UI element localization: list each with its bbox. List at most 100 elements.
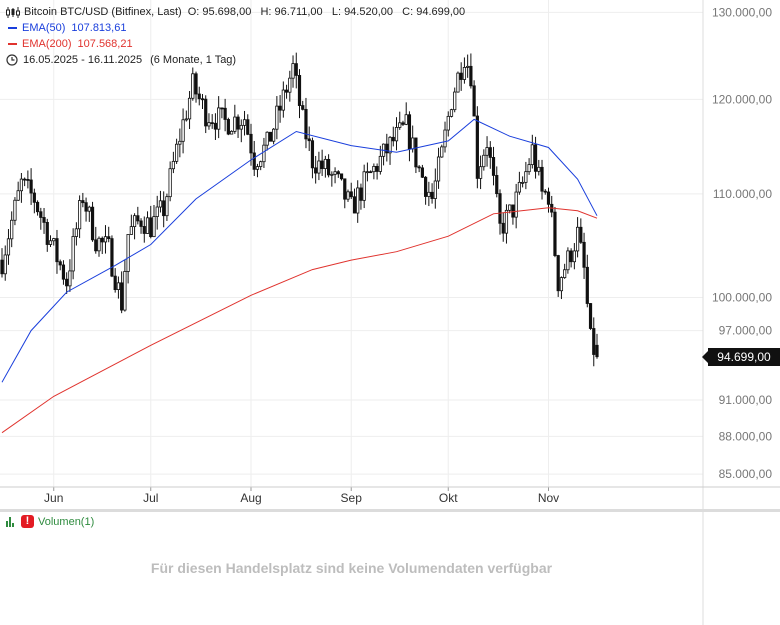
y-tick-label: 91.000,00 — [719, 393, 773, 407]
ema50-value: 107.813,61 — [71, 22, 127, 34]
candle-body — [291, 63, 295, 79]
candle-body — [259, 161, 263, 167]
x-tick-label: Sep — [341, 491, 363, 505]
candle-body — [278, 105, 282, 111]
candle-body — [71, 236, 75, 272]
candle-body — [572, 250, 576, 263]
candle-body — [120, 282, 124, 311]
x-tick-label: Aug — [240, 491, 261, 505]
chart-legend: Bitcoin BTC/USD (Bitfinex, Last) O: 95.6… — [6, 4, 465, 68]
candle-body — [242, 119, 247, 126]
candle-body — [35, 201, 40, 213]
candle-body — [229, 130, 234, 135]
candle-body — [52, 238, 56, 242]
candle-body — [213, 122, 218, 130]
candle-body — [339, 173, 344, 180]
candlesticks — [0, 52, 599, 367]
candle-body — [440, 146, 444, 158]
candle-body — [239, 124, 243, 130]
candle-body — [262, 144, 266, 163]
y-tick-label: 130.000,00 — [712, 5, 772, 19]
volume-header[interactable]: ! Volumen(1) — [6, 515, 94, 528]
candle-body — [268, 131, 272, 142]
candle-body — [443, 129, 447, 148]
candle-body — [427, 191, 431, 197]
candle-body — [556, 255, 560, 292]
candle-body — [42, 217, 46, 223]
clock-icon — [6, 54, 18, 66]
candle-body — [372, 166, 376, 173]
candle-body — [10, 219, 14, 240]
candle-body — [482, 154, 486, 168]
candle-body — [320, 160, 324, 170]
candle-body — [595, 344, 599, 358]
candle-body — [478, 166, 483, 179]
y-tick-label: 85.000,00 — [719, 467, 773, 481]
candle-body — [194, 73, 198, 95]
chart-grid — [0, 0, 703, 487]
candle-body — [559, 277, 564, 292]
candle-body — [323, 158, 327, 170]
candle-body — [582, 241, 586, 268]
candle-body — [310, 140, 315, 169]
candle-body — [446, 115, 450, 131]
candle-body — [553, 211, 557, 256]
candle-body — [359, 187, 363, 201]
candle-body — [19, 178, 24, 192]
legend-ema50-row[interactable]: EMA(50) 107.813,61 — [6, 20, 465, 36]
volume-unavailable-message: Für diesen Handelsplatz sind keine Volum… — [150, 560, 553, 576]
candle-body — [155, 206, 159, 217]
candle-body — [517, 181, 521, 193]
candle-body — [145, 217, 150, 234]
candle-body — [97, 237, 101, 252]
legend-range-row[interactable]: 16.05.2025 - 16.11.2025 (6 Monate, 1 Tag… — [6, 52, 465, 68]
candle-body — [158, 200, 163, 208]
candle-body — [284, 89, 289, 93]
candle-body — [123, 271, 127, 311]
candle-body — [136, 215, 140, 222]
candle-body — [16, 190, 20, 201]
candle-body — [417, 166, 421, 169]
candle-body — [275, 105, 279, 130]
candle-body — [488, 147, 492, 158]
candle-body — [485, 147, 489, 156]
candle-body — [181, 119, 185, 142]
candle-body — [475, 115, 479, 179]
date-range-detail: (6 Monate, 1 Tag) — [150, 54, 237, 66]
candle-body — [543, 190, 547, 193]
candle-body — [3, 254, 7, 275]
candle-body — [508, 204, 512, 211]
candle-body — [223, 107, 227, 120]
candle-body — [592, 328, 596, 355]
y-tick-label: 88.000,00 — [719, 429, 773, 443]
candle-body — [197, 93, 201, 100]
candle-body — [456, 72, 460, 93]
candle-body — [327, 158, 331, 176]
y-tick-label: 100.000,00 — [712, 290, 772, 304]
candle-body — [375, 166, 379, 172]
candle-body — [58, 261, 62, 266]
ema50-line — [1, 118, 598, 383]
candle-body — [524, 171, 528, 183]
candle-body — [129, 226, 133, 235]
candle-body — [527, 164, 531, 173]
legend-ema200-row[interactable]: EMA(200) 107.568,21 — [6, 36, 465, 52]
candle-body — [233, 116, 237, 132]
candle-body — [32, 192, 36, 203]
candle-body — [142, 226, 146, 234]
candle-body — [304, 108, 308, 140]
candle-body — [511, 204, 515, 218]
candle-body — [378, 155, 382, 172]
candle-body — [521, 181, 525, 184]
candle-body — [314, 167, 318, 174]
x-tick-label: Nov — [538, 491, 559, 505]
candle-body — [297, 75, 302, 106]
candle-body — [100, 237, 104, 243]
candle-body — [113, 275, 117, 290]
candle-body — [491, 157, 496, 176]
y-tick-label: 97.000,00 — [719, 324, 773, 338]
candle-body — [566, 250, 570, 271]
candle-body — [191, 73, 195, 99]
candle-body — [249, 133, 253, 154]
